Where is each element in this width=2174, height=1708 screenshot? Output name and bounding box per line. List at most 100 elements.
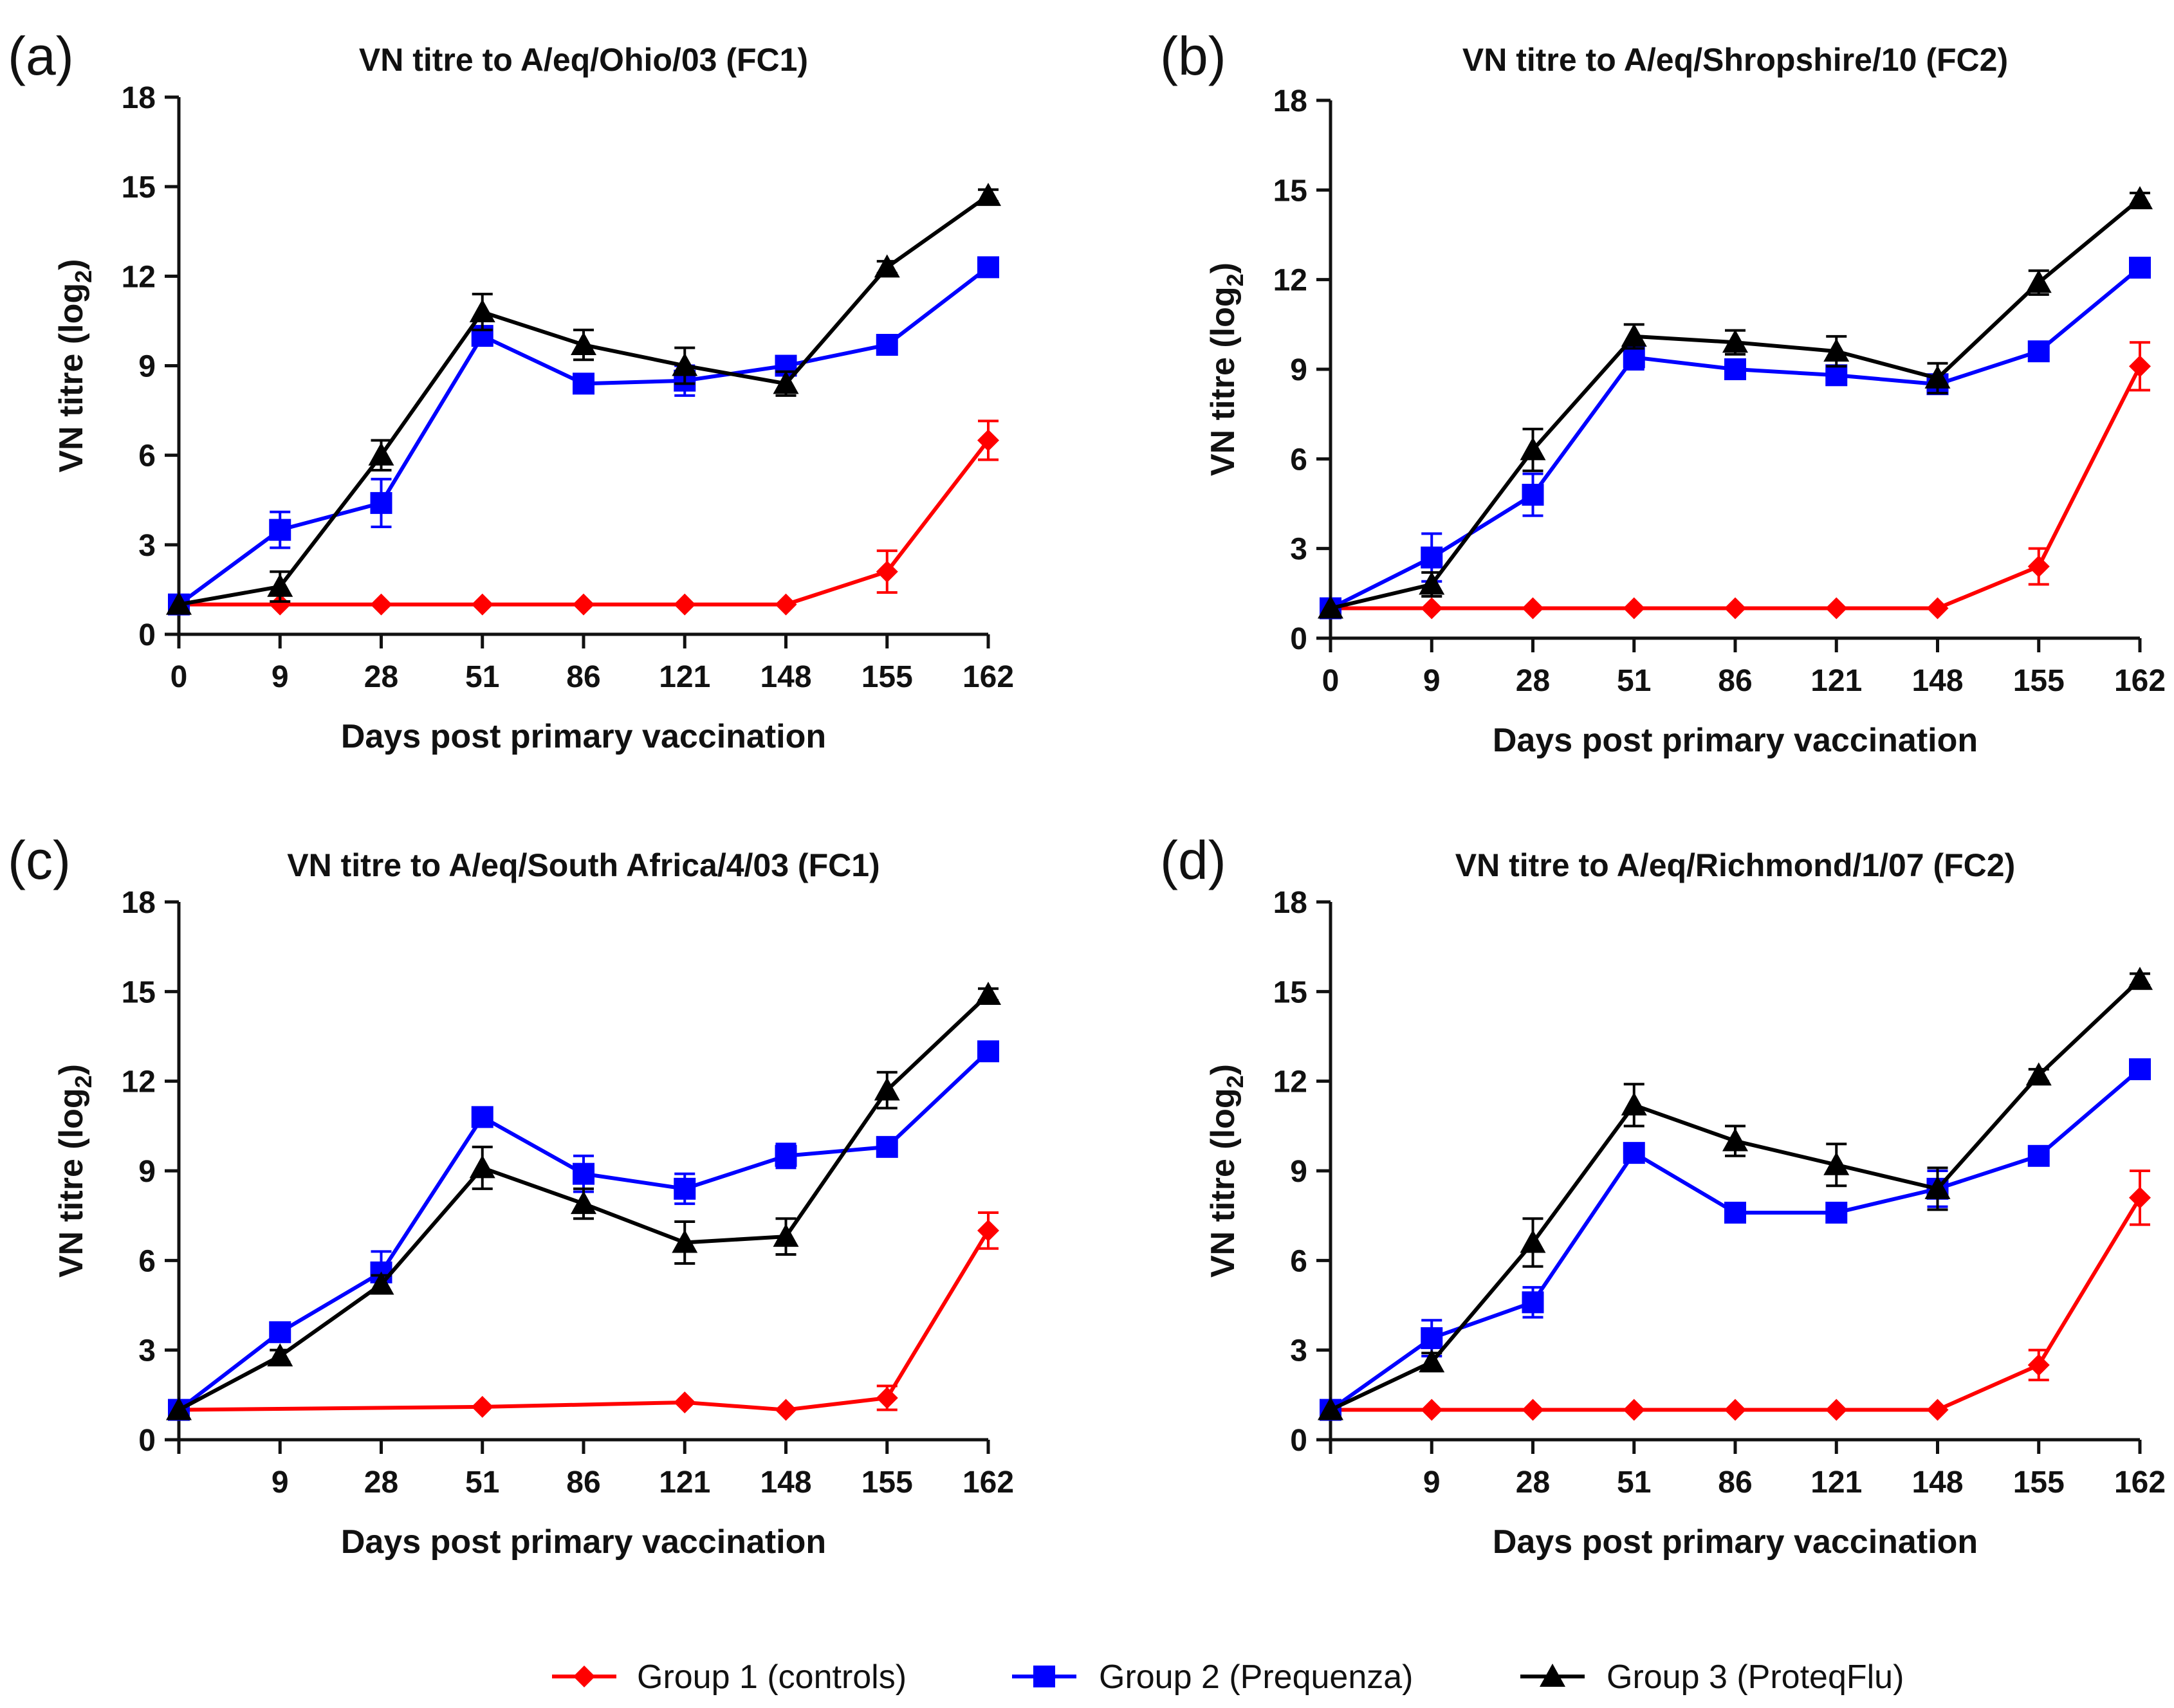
series-group3 (1318, 186, 2153, 619)
data-point (672, 1229, 698, 1253)
x-tick-label: 155 (861, 1465, 913, 1500)
x-tick-label: 9 (272, 1465, 289, 1500)
data-point (1823, 338, 1850, 362)
data-point (166, 1397, 192, 1420)
series-group2 (168, 256, 999, 616)
chart-title: VN titre to A/eq/Richmond/1/07 (FC2) (1455, 847, 2015, 883)
data-point (1522, 1291, 1544, 1314)
y-tick-label: 15 (122, 975, 156, 1009)
series-line (1331, 1197, 2142, 1412)
series-line (178, 1050, 990, 1411)
chart-panel-4: (d) VN titre to A/eq/Richmond/1/07 (FC2) 0… (1160, 830, 2166, 1561)
y-tick-label: 3 (138, 529, 156, 563)
y-axis-label: VN titre (log2) (53, 259, 97, 472)
series-group1 (1320, 1170, 2151, 1421)
data-point (1318, 1397, 1343, 1420)
data-point (2025, 270, 2052, 293)
data-point (2129, 257, 2151, 279)
data-point (2129, 1058, 2151, 1081)
data-point (1520, 437, 1546, 461)
data-point (571, 1191, 596, 1215)
data-point (267, 573, 293, 597)
data-point (1421, 1327, 1443, 1350)
y-tick-label: 9 (138, 350, 156, 384)
data-point (876, 560, 898, 583)
x-tick-label: 28 (1516, 1465, 1550, 1500)
y-tick-label: 3 (138, 1334, 156, 1368)
y-tick-label: 9 (138, 1155, 156, 1189)
x-tick-label: 9 (272, 660, 289, 694)
data-point (773, 371, 799, 394)
data-point (1621, 1092, 1647, 1116)
data-point (1623, 1142, 1645, 1164)
data-point (166, 591, 192, 615)
data-point (1520, 1229, 1546, 1253)
x-tick-label: 0 (1322, 664, 1340, 698)
y-tick-label: 0 (138, 1424, 156, 1458)
data-point (674, 1391, 696, 1413)
series-group3 (166, 183, 1001, 615)
x-axis-label: Days post primary vaccination (1493, 722, 1978, 759)
data-point (2027, 1354, 2050, 1376)
data-point (876, 334, 898, 356)
y-tick-label: 15 (122, 170, 156, 205)
y-axis-label-close: ) (1204, 262, 1242, 273)
data-point (1318, 595, 1343, 619)
x-tick-label: 86 (1718, 1465, 1752, 1500)
data-point (1623, 346, 1645, 369)
y-axis-label: VN titre (log2) (1204, 1064, 1248, 1278)
y-tick-label: 6 (1290, 443, 1307, 477)
x-tick-label: 148 (760, 660, 811, 694)
data-point (2027, 1144, 2050, 1167)
data-point (874, 254, 900, 278)
data-point (267, 1343, 293, 1366)
y-axis-label-subscript: 2 (70, 270, 97, 283)
y-tick-label: 6 (138, 439, 156, 473)
panel-label: (a) (8, 26, 74, 86)
chart-title: VN titre to A/eq/Ohio/03 (FC1) (359, 42, 808, 78)
y-axis-label-close: ) (53, 259, 90, 270)
y-axis-label-subscript: 2 (1222, 1075, 1248, 1088)
data-point (2127, 966, 2153, 990)
y-axis-label: VN titre (log2) (53, 1064, 97, 1278)
data-point (370, 491, 392, 514)
x-tick-label: 155 (2013, 1465, 2065, 1500)
x-tick-label: 86 (566, 660, 600, 694)
data-point (775, 593, 797, 616)
data-point (370, 593, 392, 616)
series-line (1329, 1067, 2141, 1412)
y-axis-label-main: VN titre (log (1204, 286, 1242, 476)
series-group2 (168, 1040, 999, 1421)
data-point (1623, 597, 1645, 620)
y-tick-label: 12 (1273, 1065, 1307, 1099)
data-point (876, 1135, 898, 1158)
data-point (977, 256, 999, 279)
data-point (2025, 1062, 2052, 1086)
legend-marker (1033, 1666, 1055, 1687)
data-point (1924, 365, 1951, 389)
data-point (977, 1040, 999, 1063)
x-tick-label: 9 (1423, 664, 1441, 698)
data-point (775, 1144, 797, 1167)
data-point (269, 1321, 291, 1343)
data-point (2027, 555, 2050, 578)
data-point (1421, 546, 1443, 569)
series-group3 (166, 981, 1001, 1420)
x-tick-label: 51 (1617, 664, 1651, 698)
data-point (775, 1399, 797, 1421)
series-group1 (1320, 341, 2151, 620)
x-tick-label: 86 (1718, 664, 1752, 698)
data-point (573, 1162, 594, 1185)
data-point (269, 593, 291, 616)
y-axis-label-close: ) (53, 1064, 90, 1075)
data-point (471, 593, 493, 616)
y-tick-label: 6 (138, 1244, 156, 1278)
panel-label: (d) (1160, 830, 1226, 890)
x-tick-label: 28 (1516, 664, 1550, 698)
panel-label: (c) (8, 830, 71, 890)
x-axis-label: Days post primary vaccination (341, 718, 826, 755)
legend-label: Group 2 (Prequenza) (1099, 1658, 1414, 1696)
x-tick-label: 162 (963, 1465, 1014, 1500)
y-tick-label: 18 (122, 81, 156, 115)
